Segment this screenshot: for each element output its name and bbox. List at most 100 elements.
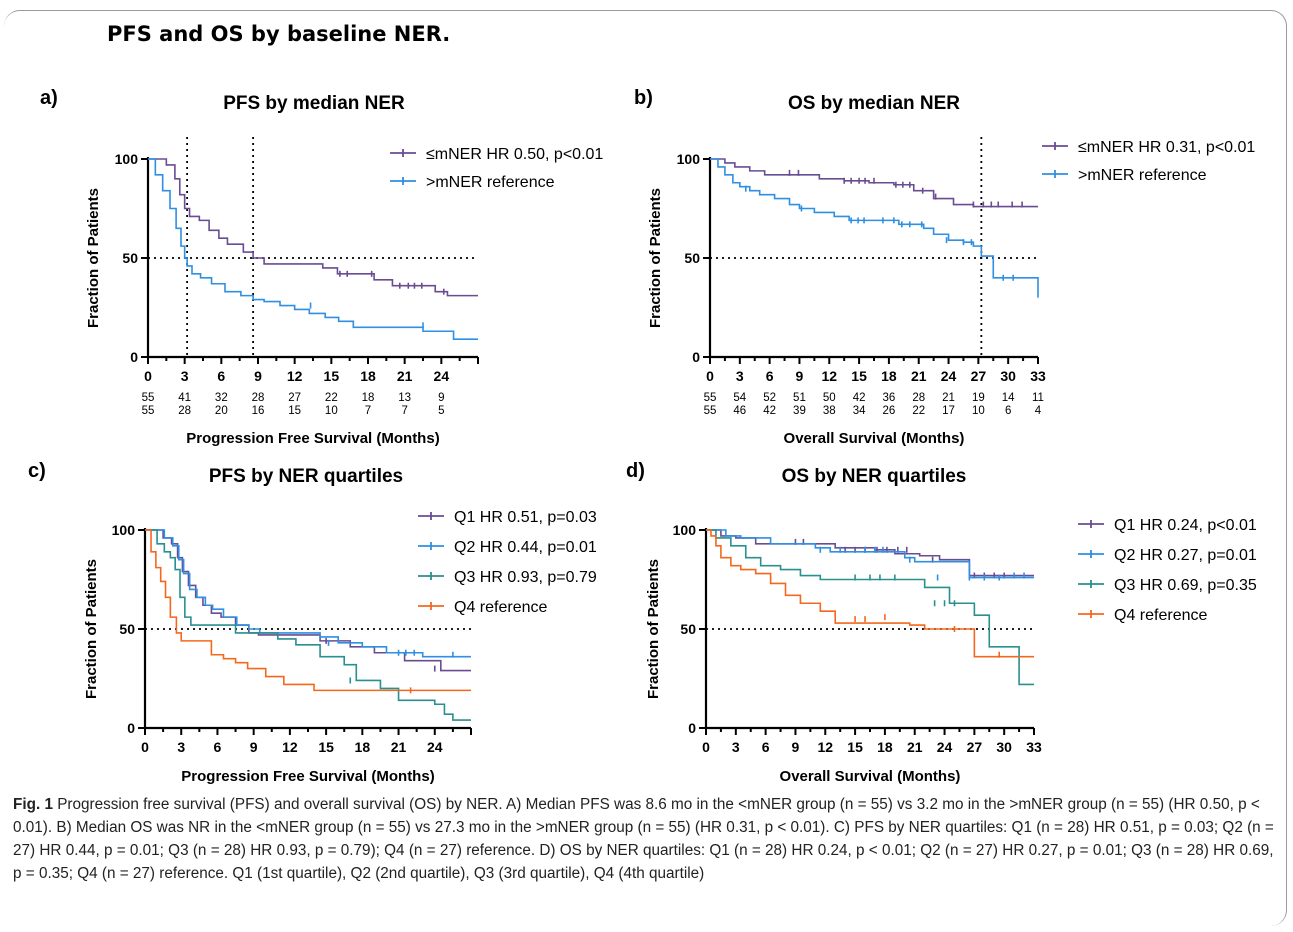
series-line-4 [145,529,471,692]
x-tick-label: 18 [877,739,893,755]
x-tick-label: 24 [427,739,443,755]
legend-label: Q4 reference [1114,607,1207,624]
legend-label: ≤mNER HR 0.50, p<0.01 [426,146,603,163]
legend-label: Q2 HR 0.44, p=0.01 [454,539,597,556]
panel-letter: d) [626,460,645,482]
chart-panel-2: b) OS by median NER Fraction of Patients Ov… [634,87,1255,447]
number-at-risk: 11 [1032,392,1044,404]
figure-svg: a) PFS by median NER Fraction of Patients P… [28,87,1257,785]
x-axis-title: Overall Survival (Months) [780,768,961,785]
x-tick-label: 0 [706,368,714,384]
legend-label: Q4 reference [454,599,547,616]
number-at-risk: 13 [398,392,411,404]
number-at-risk: 39 [793,405,806,417]
number-at-risk: 38 [823,405,836,417]
number-at-risk: 42 [853,392,866,404]
series-line-1 [148,158,478,297]
number-at-risk: 14 [1002,392,1015,404]
chart-title: PFS by NER quartiles [209,466,403,487]
x-tick-label: 0 [144,368,152,384]
y-axis-title: Fraction of Patients [647,188,664,328]
y-tick-label: 100 [112,522,136,538]
x-tick-label: 9 [250,739,258,755]
figure-caption: Fig. 1 Progression free survival (PFS) a… [13,793,1279,885]
x-axis-title: Progression Free Survival (Months) [186,430,439,447]
x-tick-label: 12 [821,368,837,384]
y-tick-label: 50 [119,621,135,637]
x-tick-label: 15 [318,739,334,755]
number-at-risk: 52 [763,392,776,404]
number-at-risk: 28 [178,405,191,417]
series-line-4 [706,529,1034,658]
x-tick-label: 9 [792,739,800,755]
series-line-1 [706,529,1034,577]
number-at-risk: 6 [1005,405,1011,417]
number-at-risk: 28 [912,392,925,404]
series-line-1 [145,529,471,672]
number-at-risk: 55 [142,392,155,404]
number-at-risk: 34 [853,405,866,417]
legend-label: Q2 HR 0.27, p=0.01 [1114,547,1257,564]
figure-title: PFS and OS by baseline NER. [107,22,451,46]
x-tick-label: 21 [907,739,923,755]
legend-label: >mNER reference [1078,167,1207,184]
y-axis-title: Fraction of Patients [83,559,100,699]
y-tick-label: 100 [677,151,701,167]
legend-label: >mNER reference [426,174,555,191]
x-tick-label: 21 [397,368,413,384]
number-at-risk: 26 [883,405,896,417]
series-line-3 [145,529,471,721]
x-tick-label: 27 [971,368,987,384]
y-tick-label: 100 [673,522,697,538]
panel-letter: c) [28,460,46,482]
x-tick-label: 15 [324,368,340,384]
x-tick-label: 18 [355,739,371,755]
number-at-risk: 50 [823,392,836,404]
chart-title: PFS by median NER [223,93,405,114]
x-tick-label: 21 [391,739,407,755]
number-at-risk: 42 [763,405,776,417]
x-tick-label: 24 [937,739,953,755]
x-tick-label: 12 [817,739,833,755]
number-at-risk: 41 [178,392,191,404]
x-tick-label: 15 [851,368,867,384]
number-at-risk: 32 [215,392,228,404]
x-tick-label: 6 [762,739,770,755]
panel-letter: a) [40,87,58,109]
x-tick-label: 12 [287,368,303,384]
number-at-risk: 22 [325,392,338,404]
x-tick-label: 6 [217,368,225,384]
x-tick-label: 15 [847,739,863,755]
x-tick-label: 30 [996,739,1012,755]
series-line-2 [710,158,1039,298]
number-at-risk: 51 [793,392,806,404]
number-at-risk: 36 [883,392,896,404]
number-at-risk: 27 [288,392,301,404]
x-tick-label: 33 [1030,368,1046,384]
number-at-risk: 9 [438,392,444,404]
x-tick-label: 30 [1000,368,1016,384]
number-at-risk: 7 [365,405,371,417]
number-at-risk: 10 [972,405,985,417]
x-tick-label: 24 [434,368,450,384]
x-tick-label: 27 [967,739,983,755]
chart-title: OS by median NER [788,93,960,114]
number-at-risk: 5 [438,405,444,417]
number-at-risk: 18 [362,392,375,404]
number-at-risk: 19 [972,392,985,404]
x-tick-label: 3 [736,368,744,384]
figure-frame [4,10,1287,926]
y-tick-label: 0 [692,349,700,365]
x-tick-label: 6 [766,368,774,384]
x-tick-label: 3 [732,739,740,755]
x-tick-label: 0 [702,739,710,755]
number-at-risk: 46 [733,405,746,417]
y-axis-title: Fraction of Patients [645,559,662,699]
y-tick-label: 100 [115,151,139,167]
number-at-risk: 7 [401,405,407,417]
number-at-risk: 15 [288,405,301,417]
x-tick-label: 9 [254,368,262,384]
number-at-risk: 28 [252,392,265,404]
x-axis-title: Overall Survival (Months) [784,430,965,447]
series-line-3 [706,529,1034,686]
